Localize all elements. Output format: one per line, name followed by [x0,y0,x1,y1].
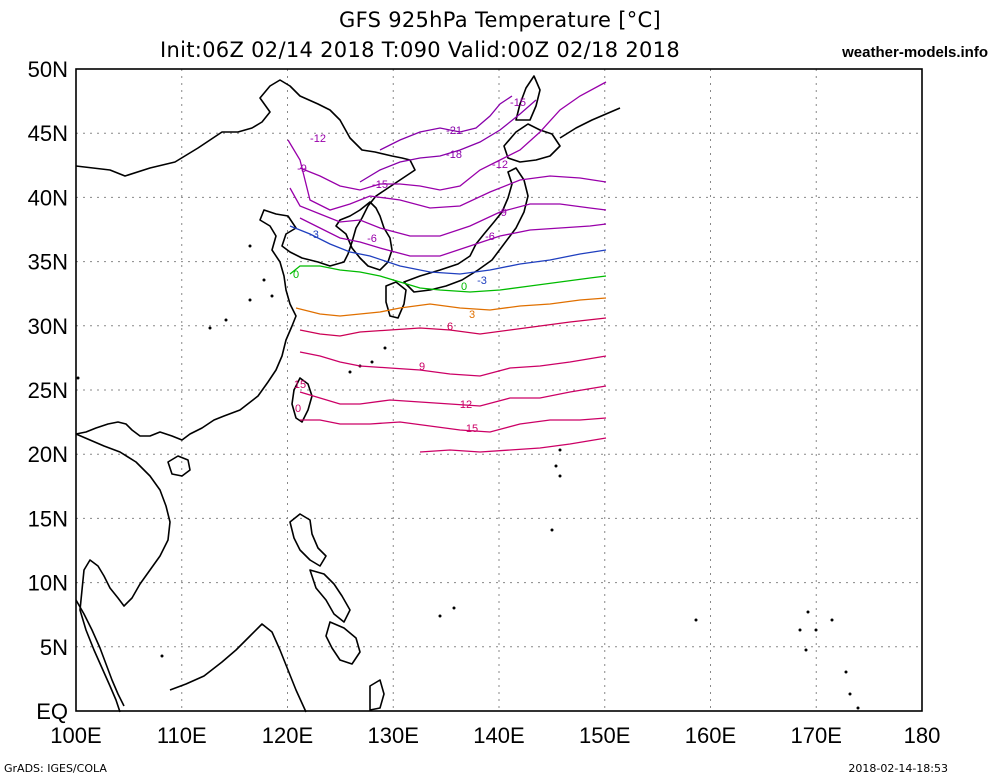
contour-minus9 [289,187,607,237]
lon-tick-label: 130E [368,723,419,748]
coastline-sakhalin [515,75,541,121]
contour-minus18 [359,99,537,183]
contour-label: -6 [485,231,495,243]
timestamp: 2018-02-14-18:53 [848,762,948,775]
contour-label: 9 [419,361,425,373]
contour-label: 15 [294,379,306,391]
coastline-kyushu [385,281,407,319]
contour-plus12 [299,385,607,407]
coastline-hainan [167,455,191,477]
contour-plus3 [295,297,607,317]
coastline-mindanao [325,621,361,665]
islands [76,244,860,710]
contour-zero [289,265,607,293]
lon-labels: 100E 110E 120E 130E 140E 150E 160E 170E 180 [50,723,940,748]
contour-label: -9 [497,207,507,219]
coastline-taiwan [291,377,313,423]
lat-tick-label: 10N [28,571,68,596]
contour-label: 15 [466,423,478,435]
contour-label: 0 [293,269,299,281]
lat-tick-label: 35N [28,250,68,275]
lon-tick-label: 100E [50,723,101,748]
contour-label: 3 [469,309,475,321]
lon-tick-label: 120E [262,723,313,748]
contour-label: 0 [295,403,301,415]
contour-label: 0 [461,281,467,293]
contour-minus6 [299,217,607,257]
coastline-kurils [559,107,621,139]
contour-plus15 [300,417,607,433]
contour-label: -15 [510,97,526,109]
lat-tick-label: 40N [28,185,68,210]
coastline-honshu [403,167,529,293]
lon-tick-label: 170E [791,723,842,748]
contour-label: -3 [477,275,487,287]
contour-label: -21 [446,125,462,137]
contour-minus3 [289,225,607,275]
contour-labels: -21 -18 -15 -15 -12 -12 -9 -9 -6 -6 -3 -… [293,97,526,435]
coastlines [75,75,621,713]
coastline-luzon [289,513,327,567]
lat-tick-label: 20N [28,442,68,467]
contour-label: 6 [447,321,453,333]
site-credit: weather-models.info [842,44,988,61]
contour-label: -6 [367,233,377,245]
coastline-malaya [75,599,125,707]
contour-label: -3 [309,229,319,241]
contour-minus12 [287,139,607,211]
lon-tick-label: 140E [473,723,524,748]
map-title: GFS 925hPa Temperature [°C] [339,8,661,32]
contour-minus21 [379,95,513,151]
contour-label: -12 [310,133,326,145]
contour-plus9 [299,351,607,377]
lon-tick-label: 160E [685,723,736,748]
lat-tick-label: 15N [28,506,68,531]
lon-tick-label: 180 [904,723,941,748]
contour-label: -12 [492,159,508,171]
contour-label: -9 [297,163,307,175]
contour-label: -15 [372,179,388,191]
coastline-borneo [169,623,307,713]
contour-plus18 [419,437,607,453]
coastline-hokkaido [503,123,561,163]
lat-tick-label: 30N [28,314,68,339]
map-subtitle: Init:06Z 02/14 2018 T:090 Valid:00Z 02/1… [160,38,680,62]
contour-plus6 [299,317,607,337]
lon-tick-label: 150E [579,723,630,748]
graticule [76,69,922,711]
coastline-korea [335,201,393,271]
lat-tick-label: 5N [40,635,68,660]
lat-tick-label: 45N [28,121,68,146]
contours [287,81,607,453]
coastline-visayas [309,569,351,623]
coastline-indochina [75,433,171,713]
contour-minus15 [299,81,607,191]
contour-label: -18 [446,149,462,161]
lat-tick-label: EQ [36,699,68,724]
map-frame [75,68,923,712]
coastline-newguinea [369,679,385,711]
grads-credit: GrADS: IGES/COLA [4,762,107,775]
lat-tick-label: 50N [28,57,68,82]
lon-tick-label: 110E [157,723,207,748]
lat-labels: EQ 5N 10N 15N 20N 25N 30N 35N 40N 45N 50N [28,57,68,724]
coastline-asia [75,79,416,441]
contour-label: 12 [460,399,472,411]
lat-tick-label: 25N [28,378,68,403]
